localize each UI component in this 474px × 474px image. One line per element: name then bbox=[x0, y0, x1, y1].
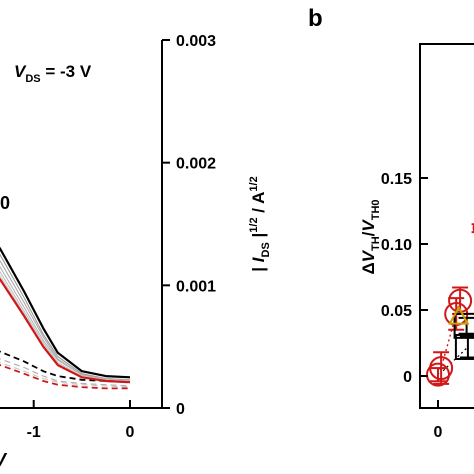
panel-b-y-tick-label: 0 bbox=[403, 369, 412, 386]
panel-b-x-tick-label: 0 bbox=[434, 424, 443, 441]
panel-b-y-ticks: 0 0.05 0.10 0.15 bbox=[381, 171, 428, 386]
panel-a-series-line bbox=[0, 270, 131, 382]
panel-b-guide-line bbox=[442, 346, 469, 372]
panel-b: b ΔVTH/VTH0 0 0.05 0.10 0.15 0 bbox=[308, 5, 474, 441]
panel-a: 0 0.001 0.002 0.003 -1 0 VDS = -3 V 0 V | ID… bbox=[0, 33, 272, 470]
panel-b-point-circle bbox=[429, 356, 454, 381]
panel-a-series-line bbox=[0, 358, 131, 387]
panel-b-point-square bbox=[454, 333, 474, 360]
panel-b-y-label: ΔVTH/VTH0 bbox=[359, 199, 382, 274]
panel-b-y-tick-label: 0.10 bbox=[381, 237, 412, 254]
panel-b-series bbox=[426, 223, 474, 387]
panel-a-x-label-partial: V bbox=[0, 450, 8, 470]
panel-a-series-line bbox=[0, 246, 131, 379]
panel-b-y-tick-label: 0.05 bbox=[381, 303, 412, 320]
panel-a-x-tick-label: -1 bbox=[27, 424, 41, 441]
panel-a-series-line bbox=[0, 259, 131, 381]
panel-b-x-ticks: 0 bbox=[434, 400, 443, 441]
panel-b-point-triangle bbox=[448, 305, 470, 325]
panel-a-x-tick-label: 0 bbox=[126, 424, 135, 441]
panel-a-y-tick-label: 0.003 bbox=[176, 33, 216, 50]
panel-a-y-tick-label: 0.001 bbox=[176, 278, 216, 295]
panel-a-series-line bbox=[0, 361, 131, 388]
panel-b-point-square bbox=[453, 312, 474, 339]
panel-a-y-label: | IDS |1/2 / A1/2 bbox=[248, 176, 272, 271]
panel-a-series-line bbox=[0, 277, 131, 384]
panel-a-series bbox=[0, 246, 131, 390]
panel-b-label: b bbox=[308, 5, 323, 32]
panel-a-partial-label: 0 bbox=[0, 193, 10, 213]
panel-a-annotation: VDS = -3 V bbox=[14, 62, 92, 85]
panel-a-y-tick-label: 0 bbox=[176, 401, 185, 418]
panel-a-y-tick-label: 0.002 bbox=[176, 156, 216, 173]
panel-a-y-ticks: 0 0.001 0.002 0.003 bbox=[162, 33, 216, 418]
panel-b-y-tick-label: 0.15 bbox=[381, 171, 412, 188]
panel-a-x-ticks: -1 0 bbox=[27, 400, 135, 441]
panel-a-series-line bbox=[0, 364, 130, 390]
panel-a-series-line bbox=[0, 253, 131, 381]
